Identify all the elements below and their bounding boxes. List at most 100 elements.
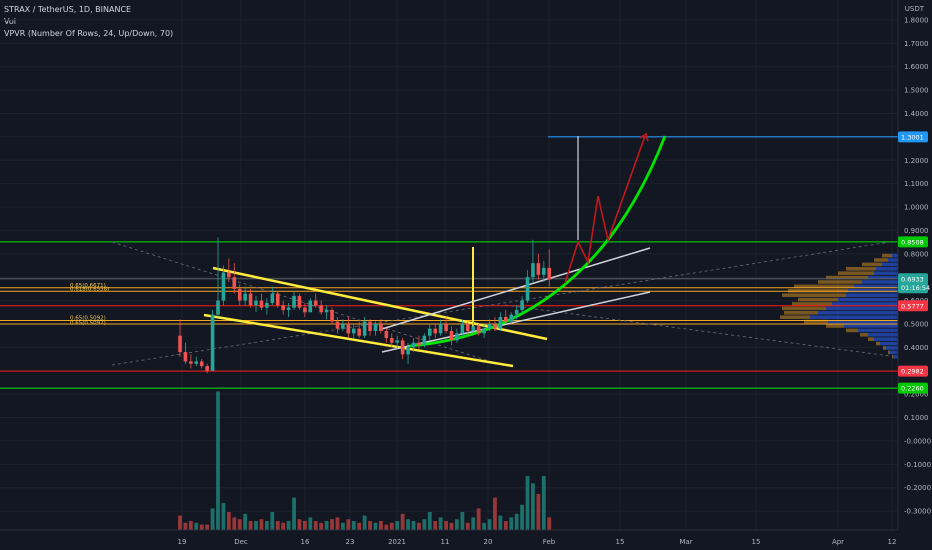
- price-tick-label: 1.6000: [904, 63, 929, 71]
- time-tick-label: 2021: [388, 538, 406, 546]
- candle-body: [482, 328, 486, 334]
- candle-body: [189, 361, 193, 364]
- vpvr-down-row: [860, 332, 868, 337]
- vpvr-down-row: [784, 310, 818, 315]
- candlesticks: [178, 237, 552, 374]
- candle-body: [406, 347, 410, 355]
- price-axis[interactable]: 1.9000 1.8000 1.7000 1.6000 1.5000 1.4000 1.30…: [897, 0, 931, 530]
- vpvr-down-row: [826, 324, 844, 328]
- dashed-guide-line: [504, 304, 891, 357]
- vpvr-down-row: [882, 253, 892, 258]
- symbol-title[interactable]: STRAX / TetherUS, 1D, BINANCE: [4, 5, 132, 14]
- vpvr-down-row: [794, 284, 854, 289]
- candle-body: [487, 323, 492, 329]
- volume-bar: [188, 521, 193, 530]
- time-tick-label: Apr: [832, 538, 844, 546]
- candle-body: [471, 326, 476, 331]
- candle-body: [341, 323, 345, 329]
- time-tick-label: 15: [752, 538, 761, 546]
- vpvr-down-row: [826, 275, 868, 280]
- candle-body: [313, 300, 318, 306]
- time-tick-label: Feb: [543, 538, 556, 546]
- volume-bar: [411, 521, 416, 530]
- volume-bar: [503, 521, 508, 530]
- candle-body: [493, 323, 497, 329]
- candle-body: [465, 323, 470, 331]
- volume-bar: [232, 517, 237, 530]
- candle-body: [525, 277, 530, 301]
- candle-body: [504, 316, 508, 322]
- volume-bar: [427, 512, 432, 530]
- candle-body: [509, 314, 514, 322]
- vpvr-up-row: [868, 332, 898, 337]
- volume-bar: [183, 522, 188, 530]
- volume-bar: [531, 483, 535, 530]
- candle-body: [205, 366, 209, 371]
- volume-bar: [341, 522, 345, 530]
- candle-body: [346, 323, 351, 334]
- vpvr-down-row: [818, 280, 862, 284]
- price-tick-label: -0.0000: [904, 437, 931, 445]
- candle-body: [308, 300, 313, 313]
- candle-body: [438, 323, 443, 334]
- candle-body: [210, 314, 215, 371]
- volume-bar: [319, 522, 324, 530]
- vpvr-up-row: [858, 328, 898, 333]
- vpvr-down-row: [798, 297, 838, 302]
- time-tick-label: Mar: [679, 538, 692, 546]
- candle-body: [389, 338, 394, 343]
- vpvr-up-row: [868, 275, 898, 280]
- price-badge: [898, 382, 928, 394]
- vpvr-down-row: [846, 328, 858, 333]
- volume-bar: [281, 522, 286, 530]
- vpvr-up-row: [876, 267, 898, 271]
- volume-bar: [297, 519, 302, 530]
- candle-body: [384, 330, 389, 339]
- time-tick-label: 19: [178, 538, 187, 546]
- volume-bar: [476, 508, 481, 530]
- candle-body: [335, 321, 340, 329]
- volume-bar: [525, 476, 530, 530]
- vpvr-up-row: [890, 350, 898, 355]
- time-tick-label: 11: [441, 538, 450, 546]
- candle-body: [324, 309, 329, 313]
- volume-bar: [254, 521, 258, 530]
- price-tick-label: 0.9000: [904, 227, 929, 235]
- vpvr-indicator-label[interactable]: VPVR (Number Of Rows, 24, Up/Down, 70): [4, 29, 174, 38]
- fib-level-label: 0.65(0.5092): [70, 316, 106, 322]
- candle-body: [373, 323, 378, 331]
- price-badge-label: 0.2260: [901, 385, 924, 393]
- time-axis[interactable]: 19 Dec 16 23 2021 11 20 Feb 15 Mar 15 Apr 12: [0, 529, 898, 546]
- time-tick-label: 20: [484, 538, 493, 546]
- price-badge: [898, 365, 928, 377]
- volume-bar: [465, 522, 470, 530]
- volume-bar: [237, 519, 242, 530]
- volume-indicator-label[interactable]: Vol: [4, 17, 16, 26]
- volume-bar: [487, 519, 492, 530]
- candle-body: [259, 300, 264, 308]
- volume-bar: [422, 519, 427, 530]
- price-tick-label: 1.9000: [904, 0, 929, 1]
- volume-bar: [270, 512, 275, 530]
- volume-bar: [493, 497, 497, 530]
- volume-bar: [541, 476, 546, 530]
- candle-body: [417, 342, 421, 346]
- grid: [0, 0, 898, 530]
- candle-body: [194, 361, 199, 364]
- vpvr-down-row: [874, 258, 888, 262]
- candle-body: [542, 267, 546, 275]
- candle-body: [297, 295, 302, 308]
- vpvr-up-row: [832, 302, 898, 306]
- price-tick-label: 0.5000: [904, 320, 929, 328]
- candle-body: [395, 340, 399, 343]
- candle-body: [254, 300, 258, 306]
- volume-bar: [438, 517, 443, 530]
- volume-bar: [210, 508, 215, 530]
- vpvr-up-row: [826, 306, 898, 311]
- vpvr-down-row: [876, 341, 880, 346]
- vpvr-down-row: [782, 293, 846, 297]
- volume-bar: [226, 512, 231, 530]
- candle-body: [351, 328, 356, 334]
- white-channel-lower: [381, 291, 651, 353]
